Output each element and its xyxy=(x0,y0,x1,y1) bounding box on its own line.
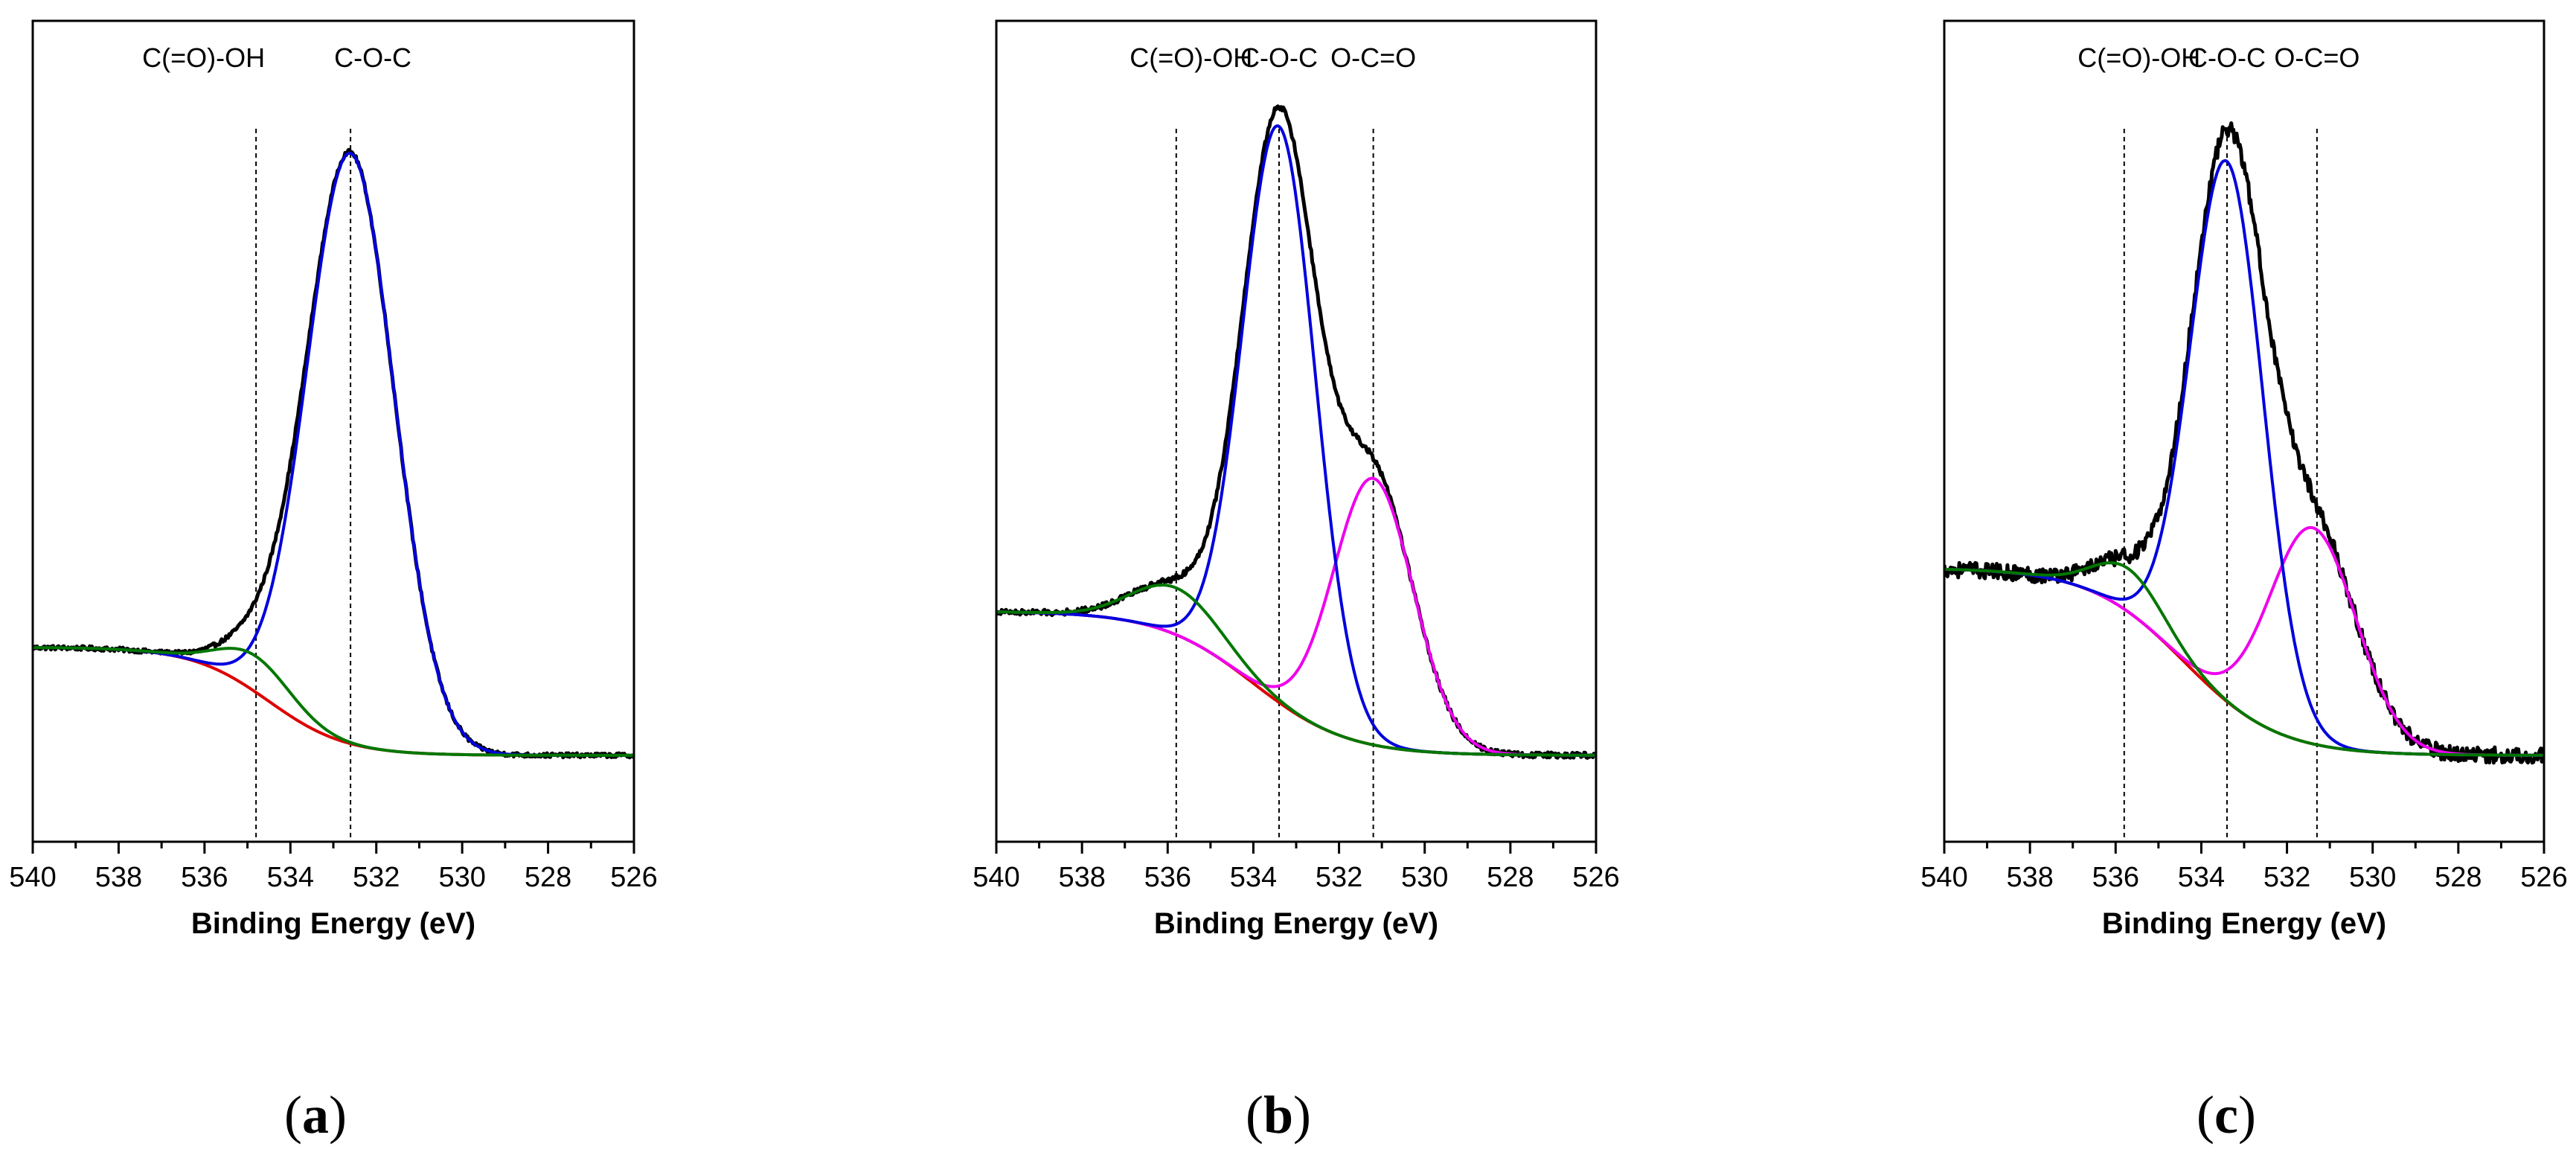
plot-area xyxy=(1944,121,2544,842)
series-c-o-oh xyxy=(33,646,634,757)
peak-label-3: O-C=O xyxy=(1330,42,1416,73)
x-tick-label: 538 xyxy=(2006,862,2053,893)
panel-caption: (c) xyxy=(2197,1085,2256,1145)
caption-open-paren: ( xyxy=(2197,1085,2214,1145)
series-c-o-oh xyxy=(996,583,1596,757)
series-raw-spectrum xyxy=(1944,121,2544,765)
x-axis-title: Binding Energy (eV) xyxy=(2102,907,2386,940)
caption-letter: c xyxy=(2214,1085,2238,1145)
panel-b: C(=O)-OHC-O-C O-C=O 540 538 536 534 532 530 528 5… xyxy=(973,19,1620,1145)
caption-letter: a xyxy=(302,1085,329,1145)
x-tick-label: 528 xyxy=(525,862,571,893)
x-tick-label: 536 xyxy=(2092,862,2139,893)
series-o-c-o xyxy=(1944,525,2544,757)
series-background xyxy=(33,646,634,757)
caption-close-paren: ) xyxy=(2238,1085,2256,1145)
x-tick-label: 534 xyxy=(267,862,314,893)
x-tick-label: 532 xyxy=(1316,862,1362,893)
series-c-o-c xyxy=(33,151,634,757)
x-tick-label: 536 xyxy=(1144,862,1191,893)
series-c-o-c xyxy=(996,124,1596,757)
x-tick-label: 528 xyxy=(2435,862,2482,893)
series-c-o-c xyxy=(1944,159,2544,757)
plot-frame xyxy=(1943,19,2545,843)
x-tick-label: 526 xyxy=(610,862,657,893)
x-tick-label: 526 xyxy=(2520,862,2567,893)
x-axis-title: Binding Energy (eV) xyxy=(191,907,475,940)
x-tick-label: 528 xyxy=(1487,862,1534,893)
plot-frame xyxy=(31,19,635,843)
x-tick-label: 532 xyxy=(2263,862,2310,893)
caption-open-paren: ( xyxy=(284,1085,302,1145)
x-tick-label: 538 xyxy=(1058,862,1105,893)
panel-caption: (b) xyxy=(1246,1085,1311,1145)
peak-label-1: C(=O)-OH xyxy=(1130,42,1252,73)
peak-label-1: C(=O)-OH xyxy=(2077,42,2200,73)
series-raw-spectrum xyxy=(33,147,634,760)
caption-open-paren: ( xyxy=(1246,1085,1263,1145)
x-tick-label: 540 xyxy=(973,862,1019,893)
plot-frame xyxy=(995,19,1598,843)
x-tick-label: 532 xyxy=(353,862,400,893)
peak-label-2: C-O-C xyxy=(334,42,411,73)
peak-label-1: C(=O)-OH xyxy=(142,42,265,73)
x-tick-label: 530 xyxy=(438,862,485,893)
plot-area xyxy=(996,104,1596,842)
x-tick-label: 526 xyxy=(1572,862,1619,893)
peak-label-2: C-O-C xyxy=(2188,42,2266,73)
panel-a: C(=O)-OH C-O-C 540 538 536 534 532 530 528 526 Bin… xyxy=(9,19,658,1145)
panel-c: C(=O)-OHC-O-C O-C=O 540 538 536 534 532 530 528 5… xyxy=(1920,19,2568,1145)
series-c-o-oh xyxy=(1944,561,2544,757)
x-tick-label: 530 xyxy=(2349,862,2396,893)
series-background xyxy=(1944,567,2544,757)
x-tick-label: 538 xyxy=(95,862,142,893)
x-tick-label: 534 xyxy=(1230,862,1277,893)
peak-label-3: O-C=O xyxy=(2274,42,2359,73)
peak-label-2: C-O-C xyxy=(1240,42,1318,73)
x-tick-label: 536 xyxy=(181,862,228,893)
panel-caption: (a) xyxy=(284,1085,347,1145)
series-background xyxy=(996,610,1596,757)
x-tick-label: 540 xyxy=(9,862,56,893)
x-tick-label: 534 xyxy=(2178,862,2225,893)
plot-area xyxy=(33,129,634,842)
x-tick-label: 530 xyxy=(1401,862,1448,893)
caption-close-paren: ) xyxy=(1293,1085,1311,1145)
x-tick-label: 540 xyxy=(1920,862,1967,893)
caption-close-paren: ) xyxy=(329,1085,347,1145)
x-axis-title: Binding Energy (eV) xyxy=(1154,907,1438,940)
caption-letter: b xyxy=(1263,1085,1293,1145)
